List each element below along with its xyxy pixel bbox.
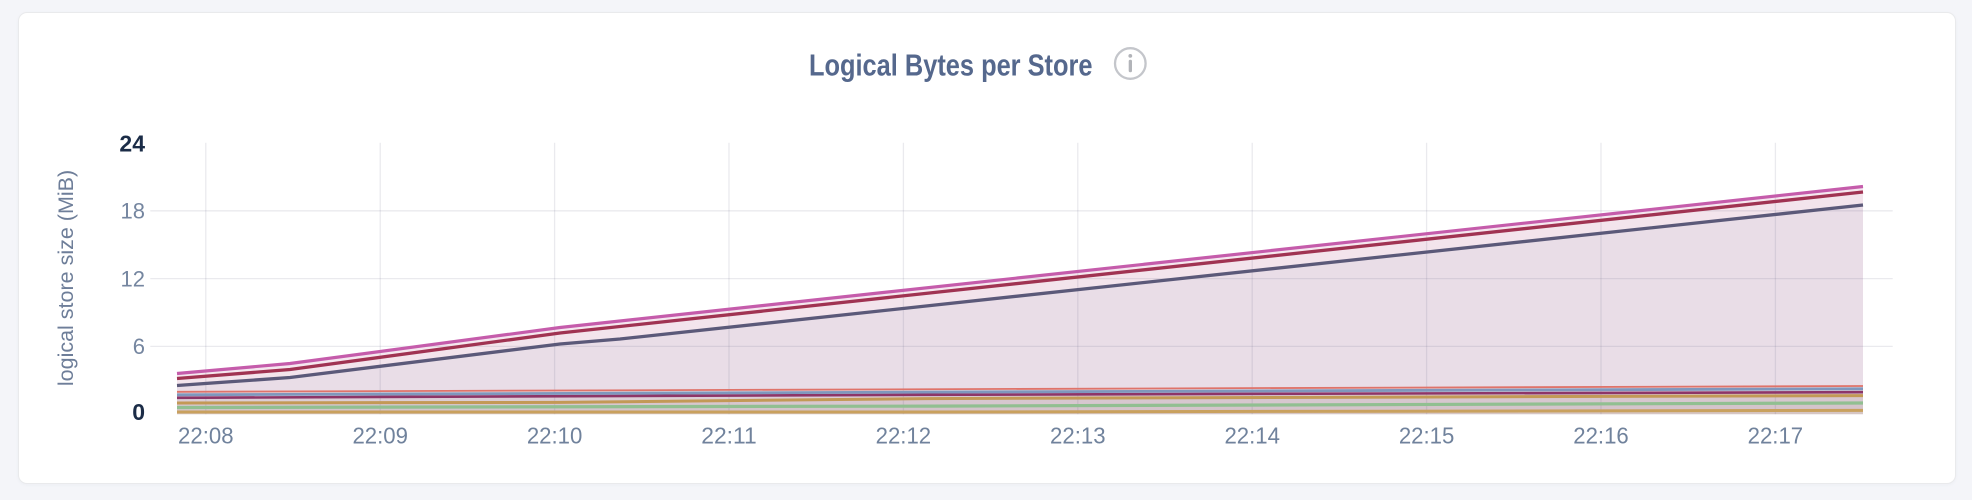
svg-text:22:14: 22:14 bbox=[1224, 423, 1280, 449]
svg-text:Logical Bytes per Store: Logical Bytes per Store bbox=[809, 48, 1093, 83]
svg-text:0: 0 bbox=[132, 399, 145, 425]
svg-text:12: 12 bbox=[121, 266, 145, 291]
svg-text:22:15: 22:15 bbox=[1399, 423, 1455, 449]
svg-text:18: 18 bbox=[121, 199, 145, 224]
svg-text:22:17: 22:17 bbox=[1748, 423, 1804, 449]
svg-text:22:08: 22:08 bbox=[178, 423, 234, 449]
svg-text:22:16: 22:16 bbox=[1573, 423, 1629, 449]
svg-text:22:10: 22:10 bbox=[527, 423, 583, 449]
svg-text:logical store size (MiB): logical store size (MiB) bbox=[54, 170, 78, 386]
svg-text:22:11: 22:11 bbox=[701, 423, 757, 449]
svg-text:6: 6 bbox=[133, 334, 145, 359]
svg-text:22:09: 22:09 bbox=[352, 423, 408, 449]
svg-text:22:12: 22:12 bbox=[876, 423, 932, 449]
svg-text:24: 24 bbox=[119, 131, 145, 157]
svg-text:22:13: 22:13 bbox=[1050, 423, 1106, 449]
